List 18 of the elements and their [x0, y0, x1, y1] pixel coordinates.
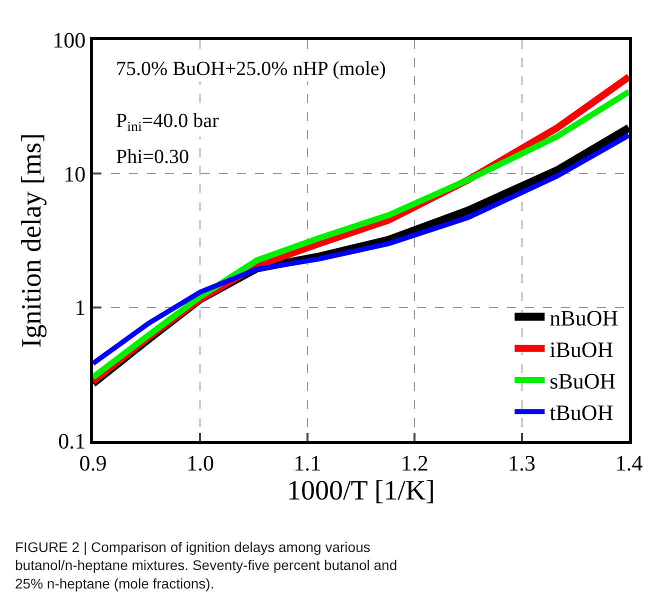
- annotation: P$_{ini}$=40.0 bar: [116, 110, 220, 136]
- y-tick-label: 10: [64, 161, 86, 186]
- legend-label: sBuOH: [550, 368, 616, 394]
- x-tick-label: 1.1: [294, 450, 322, 476]
- y-axis-title: Ignition delay [ms]: [16, 133, 48, 348]
- x-tick-label: 1.4: [615, 450, 643, 476]
- y-tick-label: 100: [52, 28, 86, 53]
- x-axis-title: 1000/T [1/K]: [286, 475, 436, 506]
- x-tick-label: 1.0: [186, 450, 214, 476]
- y-tick-label: 1: [74, 295, 86, 320]
- x-tick-label: 1.2: [400, 450, 428, 476]
- legend-label: nBuOH: [550, 305, 618, 330]
- x-tick-label: 1.3: [508, 450, 536, 476]
- annotation: 75.0% BuOH+25.0% nHP (mole): [116, 58, 386, 80]
- caption: FIGURE 2 | Comparison of ignition delays among various butanol/n-heptane mixtures. Seventy-five percent butanol and 25% n-heptane (mole fractions).: [15, 539, 398, 592]
- legend-label: tBuOH: [550, 400, 614, 426]
- annotation: Phi=0.30: [116, 146, 189, 168]
- legend-label: iBuOH: [550, 336, 614, 362]
